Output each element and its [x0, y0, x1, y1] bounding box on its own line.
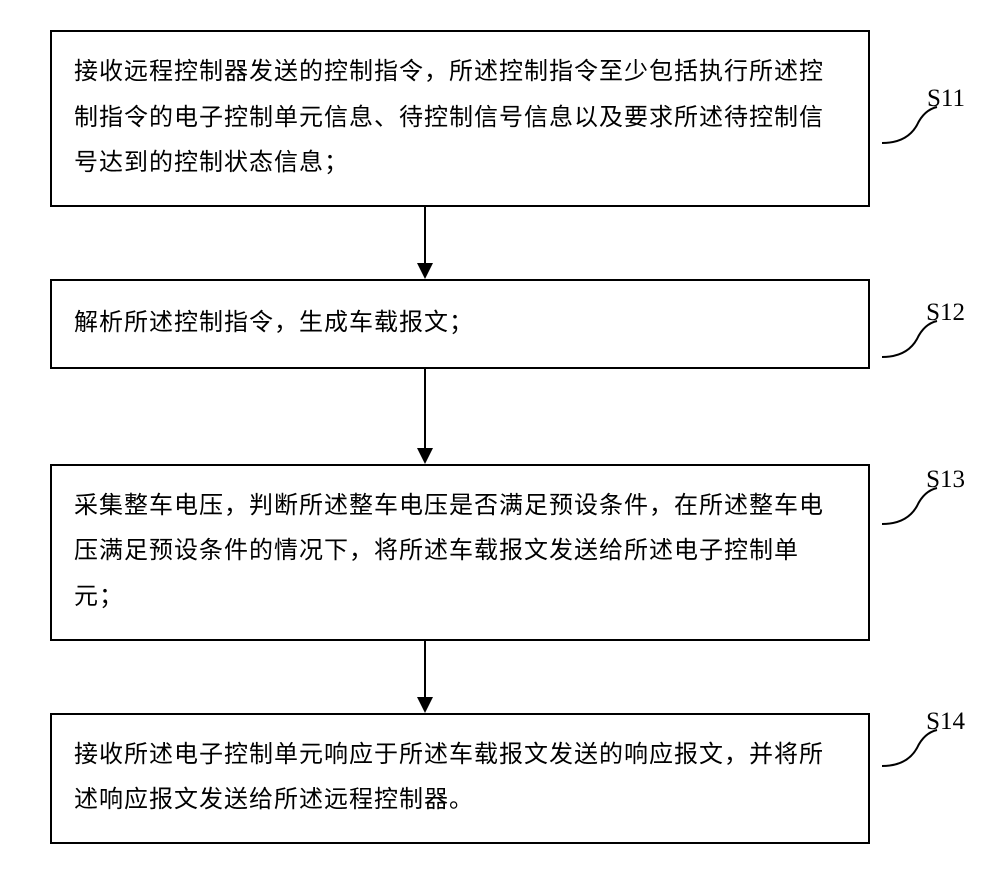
- step-box-1: 接收远程控制器发送的控制指令，所述控制指令至少包括执行所述控制指令的电子控制单元…: [50, 30, 870, 207]
- arrow-3: [375, 641, 475, 713]
- step-label-4: S14: [926, 708, 965, 736]
- step-text-1: 接收远程控制器发送的控制指令，所述控制指令至少包括执行所述控制指令的电子控制单元…: [74, 50, 846, 187]
- arrow-wrapper-3: [90, 641, 910, 713]
- step-wrapper-4: 接收所述电子控制单元响应于所述车载报文发送的响应报文，并将所述响应报文发送给所述…: [50, 713, 950, 844]
- arrow-wrapper-2: [90, 369, 910, 464]
- arrow-line-icon: [424, 369, 426, 448]
- arrow-head-icon: [417, 697, 433, 713]
- arrow-line-icon: [424, 641, 426, 697]
- step-box-3: 采集整车电压，判断所述整车电压是否满足预设条件，在所述整车电压满足预设条件的情况…: [50, 464, 870, 641]
- arrow-2: [375, 369, 475, 464]
- arrow-head-icon: [417, 448, 433, 464]
- flowchart-container: 接收远程控制器发送的控制指令，所述控制指令至少包括执行所述控制指令的电子控制单元…: [50, 30, 950, 844]
- step-wrapper-3: 采集整车电压，判断所述整车电压是否满足预设条件，在所述整车电压满足预设条件的情况…: [50, 464, 950, 641]
- step-box-4: 接收所述电子控制单元响应于所述车载报文发送的响应报文，并将所述响应报文发送给所述…: [50, 713, 870, 844]
- arrow-head-icon: [417, 263, 433, 279]
- step-label-3: S13: [926, 466, 965, 494]
- arrow-1: [375, 207, 475, 279]
- step-text-4: 接收所述电子控制单元响应于所述车载报文发送的响应报文，并将所述响应报文发送给所述…: [74, 733, 846, 824]
- arrow-line-icon: [424, 207, 426, 263]
- step-label-1: S11: [927, 85, 965, 113]
- arrow-wrapper-1: [90, 207, 910, 279]
- step-box-2: 解析所述控制指令，生成车载报文；: [50, 279, 870, 369]
- step-label-2: S12: [926, 299, 965, 327]
- step-wrapper-1: 接收远程控制器发送的控制指令，所述控制指令至少包括执行所述控制指令的电子控制单元…: [50, 30, 950, 207]
- step-text-3: 采集整车电压，判断所述整车电压是否满足预设条件，在所述整车电压满足预设条件的情况…: [74, 484, 846, 621]
- step-text-2: 解析所述控制指令，生成车载报文；: [74, 301, 474, 347]
- step-wrapper-2: 解析所述控制指令，生成车载报文； S12: [50, 279, 950, 369]
